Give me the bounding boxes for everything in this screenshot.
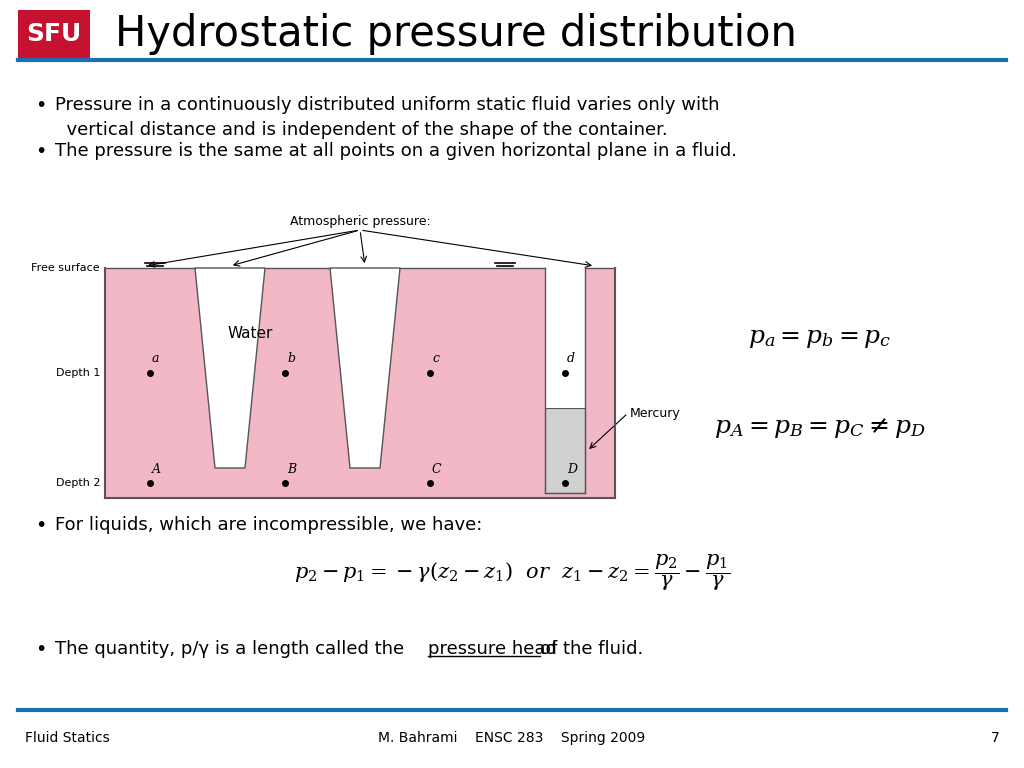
- Text: The pressure is the same at all points on a given horizontal plane in a fluid.: The pressure is the same at all points o…: [55, 142, 737, 160]
- Text: •: •: [35, 96, 46, 115]
- Text: b: b: [287, 352, 295, 365]
- Text: Hydrostatic pressure distribution: Hydrostatic pressure distribution: [115, 13, 797, 55]
- Text: of the fluid.: of the fluid.: [540, 640, 643, 658]
- FancyBboxPatch shape: [18, 10, 90, 58]
- Text: •: •: [35, 640, 46, 659]
- Text: A: A: [152, 463, 161, 476]
- Text: For liquids, which are incompressible, we have:: For liquids, which are incompressible, w…: [55, 516, 482, 534]
- Text: SFU: SFU: [27, 22, 82, 46]
- Bar: [105, 268, 615, 498]
- Text: Fluid Statics: Fluid Statics: [25, 731, 110, 745]
- Text: $p_2 - p_1 = -\gamma(z_2 - z_1)$  $or$  $z_1 - z_2 = \dfrac{p_2}{\gamma} - \dfra: $p_2 - p_1 = -\gamma(z_2 - z_1)$ $or$ $z…: [294, 553, 730, 593]
- Text: Mercury: Mercury: [630, 406, 681, 419]
- Bar: [545, 408, 585, 493]
- Text: Free surface: Free surface: [32, 263, 100, 273]
- Text: •: •: [35, 142, 46, 161]
- Text: $p_a = p_b = p_c$: $p_a = p_b = p_c$: [749, 326, 892, 349]
- Text: •: •: [35, 516, 46, 535]
- Text: B: B: [287, 463, 296, 476]
- Text: Atmospheric pressure:: Atmospheric pressure:: [290, 215, 430, 228]
- Bar: [545, 268, 585, 408]
- Text: D: D: [567, 463, 577, 476]
- Text: a: a: [152, 352, 160, 365]
- Text: M. Bahrami    ENSC 283    Spring 2009: M. Bahrami ENSC 283 Spring 2009: [379, 731, 645, 745]
- Text: d: d: [567, 352, 575, 365]
- Text: $p_A = p_B = p_C \neq p_D$: $p_A = p_B = p_C \neq p_D$: [714, 416, 926, 440]
- Text: Depth 1: Depth 1: [55, 368, 100, 378]
- Text: C: C: [432, 463, 441, 476]
- Text: Depth 2: Depth 2: [55, 478, 100, 488]
- Text: c: c: [432, 352, 439, 365]
- Text: The quantity, p/γ is a length called the: The quantity, p/γ is a length called the: [55, 640, 410, 658]
- Text: Water: Water: [227, 326, 272, 340]
- Polygon shape: [195, 268, 265, 468]
- Text: 7: 7: [991, 731, 1000, 745]
- Text: pressure head: pressure head: [428, 640, 562, 658]
- Text: Pressure in a continuously distributed uniform static fluid varies only with
  v: Pressure in a continuously distributed u…: [55, 96, 720, 139]
- Polygon shape: [330, 268, 400, 468]
